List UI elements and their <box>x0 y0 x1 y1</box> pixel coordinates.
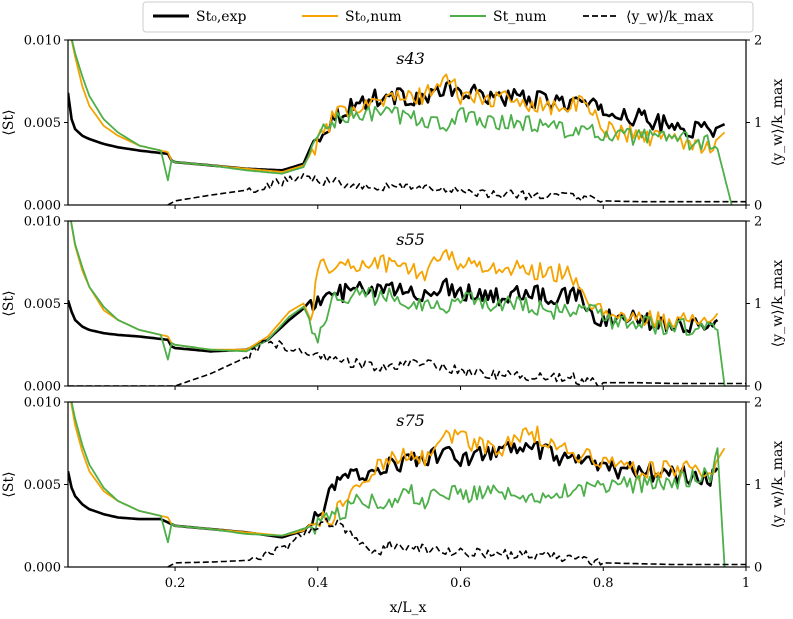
x-tick-label: 0.8 <box>593 576 614 591</box>
legend-label-yw-kmax: ⟨y_w⟩/k_max <box>626 9 714 25</box>
left-tick-label: 0.000 <box>24 199 61 214</box>
left-tick-label: 0.005 <box>24 478 61 493</box>
left-tick-label: 0.010 <box>24 396 61 411</box>
panel-title: s75 <box>396 411 425 430</box>
legend-frame <box>142 1 754 33</box>
legend-label-st0-num: St₀,num <box>345 9 402 25</box>
series-line-st-num <box>70 221 726 386</box>
left-tick-label: 0.005 <box>24 116 61 131</box>
y-axis-label-left: ⟨St⟩ <box>1 471 17 497</box>
series-line-st0-num <box>70 402 726 537</box>
right-tick-label: 2 <box>754 215 762 230</box>
x-axis-label: x/L_x <box>390 600 427 616</box>
panel-title: s55 <box>396 230 425 249</box>
right-tick-label: 1 <box>754 116 762 131</box>
x-tick-label: 0.6 <box>450 576 471 591</box>
series-line-st0-num <box>69 221 719 351</box>
y-axis-label-left: ⟨St⟩ <box>1 290 17 316</box>
legend-label-st0-exp: St₀,exp <box>196 9 246 25</box>
panel-title: s43 <box>396 49 425 68</box>
left-tick-label: 0.000 <box>24 380 61 395</box>
right-tick-label: 2 <box>754 34 762 49</box>
right-tick-label: 2 <box>754 396 762 411</box>
left-tick-label: 0.005 <box>24 297 61 312</box>
panel-s55: 0.000 0.005 0.010 0 1 2 s55 ⟨St⟩ ⟨y_w⟩/k_max <box>1 215 786 395</box>
y-axis-label-left: ⟨St⟩ <box>1 109 17 135</box>
legend: St₀,exp St₀,num St_num ⟨y_w⟩/k_max <box>142 1 754 33</box>
y-axis-label-right: ⟨y_w⟩/k_max <box>770 441 786 529</box>
series-line-st-num <box>71 40 733 205</box>
legend-entry-st-num: St_num <box>450 9 547 25</box>
right-tick-label: 0 <box>754 199 762 214</box>
left-tick-label: 0.010 <box>24 215 61 230</box>
series-line-yw-kmax <box>68 339 746 386</box>
legend-entry-yw-kmax: ⟨y_w⟩/k_max <box>583 9 714 25</box>
right-tick-label: 1 <box>754 478 762 493</box>
series-line-st0-exp <box>68 440 719 539</box>
right-tick-label: 0 <box>754 380 762 395</box>
right-tick-label: 1 <box>754 297 762 312</box>
series-group <box>68 221 746 386</box>
right-tick-label: 0 <box>754 561 762 576</box>
legend-entry-st0-num: St₀,num <box>302 9 402 25</box>
left-tick-label: 0.000 <box>24 561 61 576</box>
legend-label-st-num: St_num <box>493 9 547 25</box>
legend-entry-st0-exp: St₀,exp <box>153 9 246 25</box>
x-tick-label: 0.2 <box>165 576 186 591</box>
y-axis-label-right: ⟨y_w⟩/k_max <box>770 260 786 348</box>
series-line-yw-kmax <box>167 517 746 567</box>
series-group <box>68 402 746 567</box>
series-group <box>68 40 746 205</box>
panel-s43: 0.000 0.005 0.010 0 1 2 s43 ⟨St⟩ ⟨y_w⟩/k_max <box>1 34 786 214</box>
y-axis-label-right: ⟨y_w⟩/k_max <box>770 79 786 167</box>
left-tick-label: 0.010 <box>24 34 61 49</box>
x-tick-label: 1 <box>742 576 750 591</box>
series-line-yw-kmax <box>167 173 746 205</box>
x-tick-label: 0.4 <box>307 576 328 591</box>
series-line-st-num <box>70 402 726 567</box>
